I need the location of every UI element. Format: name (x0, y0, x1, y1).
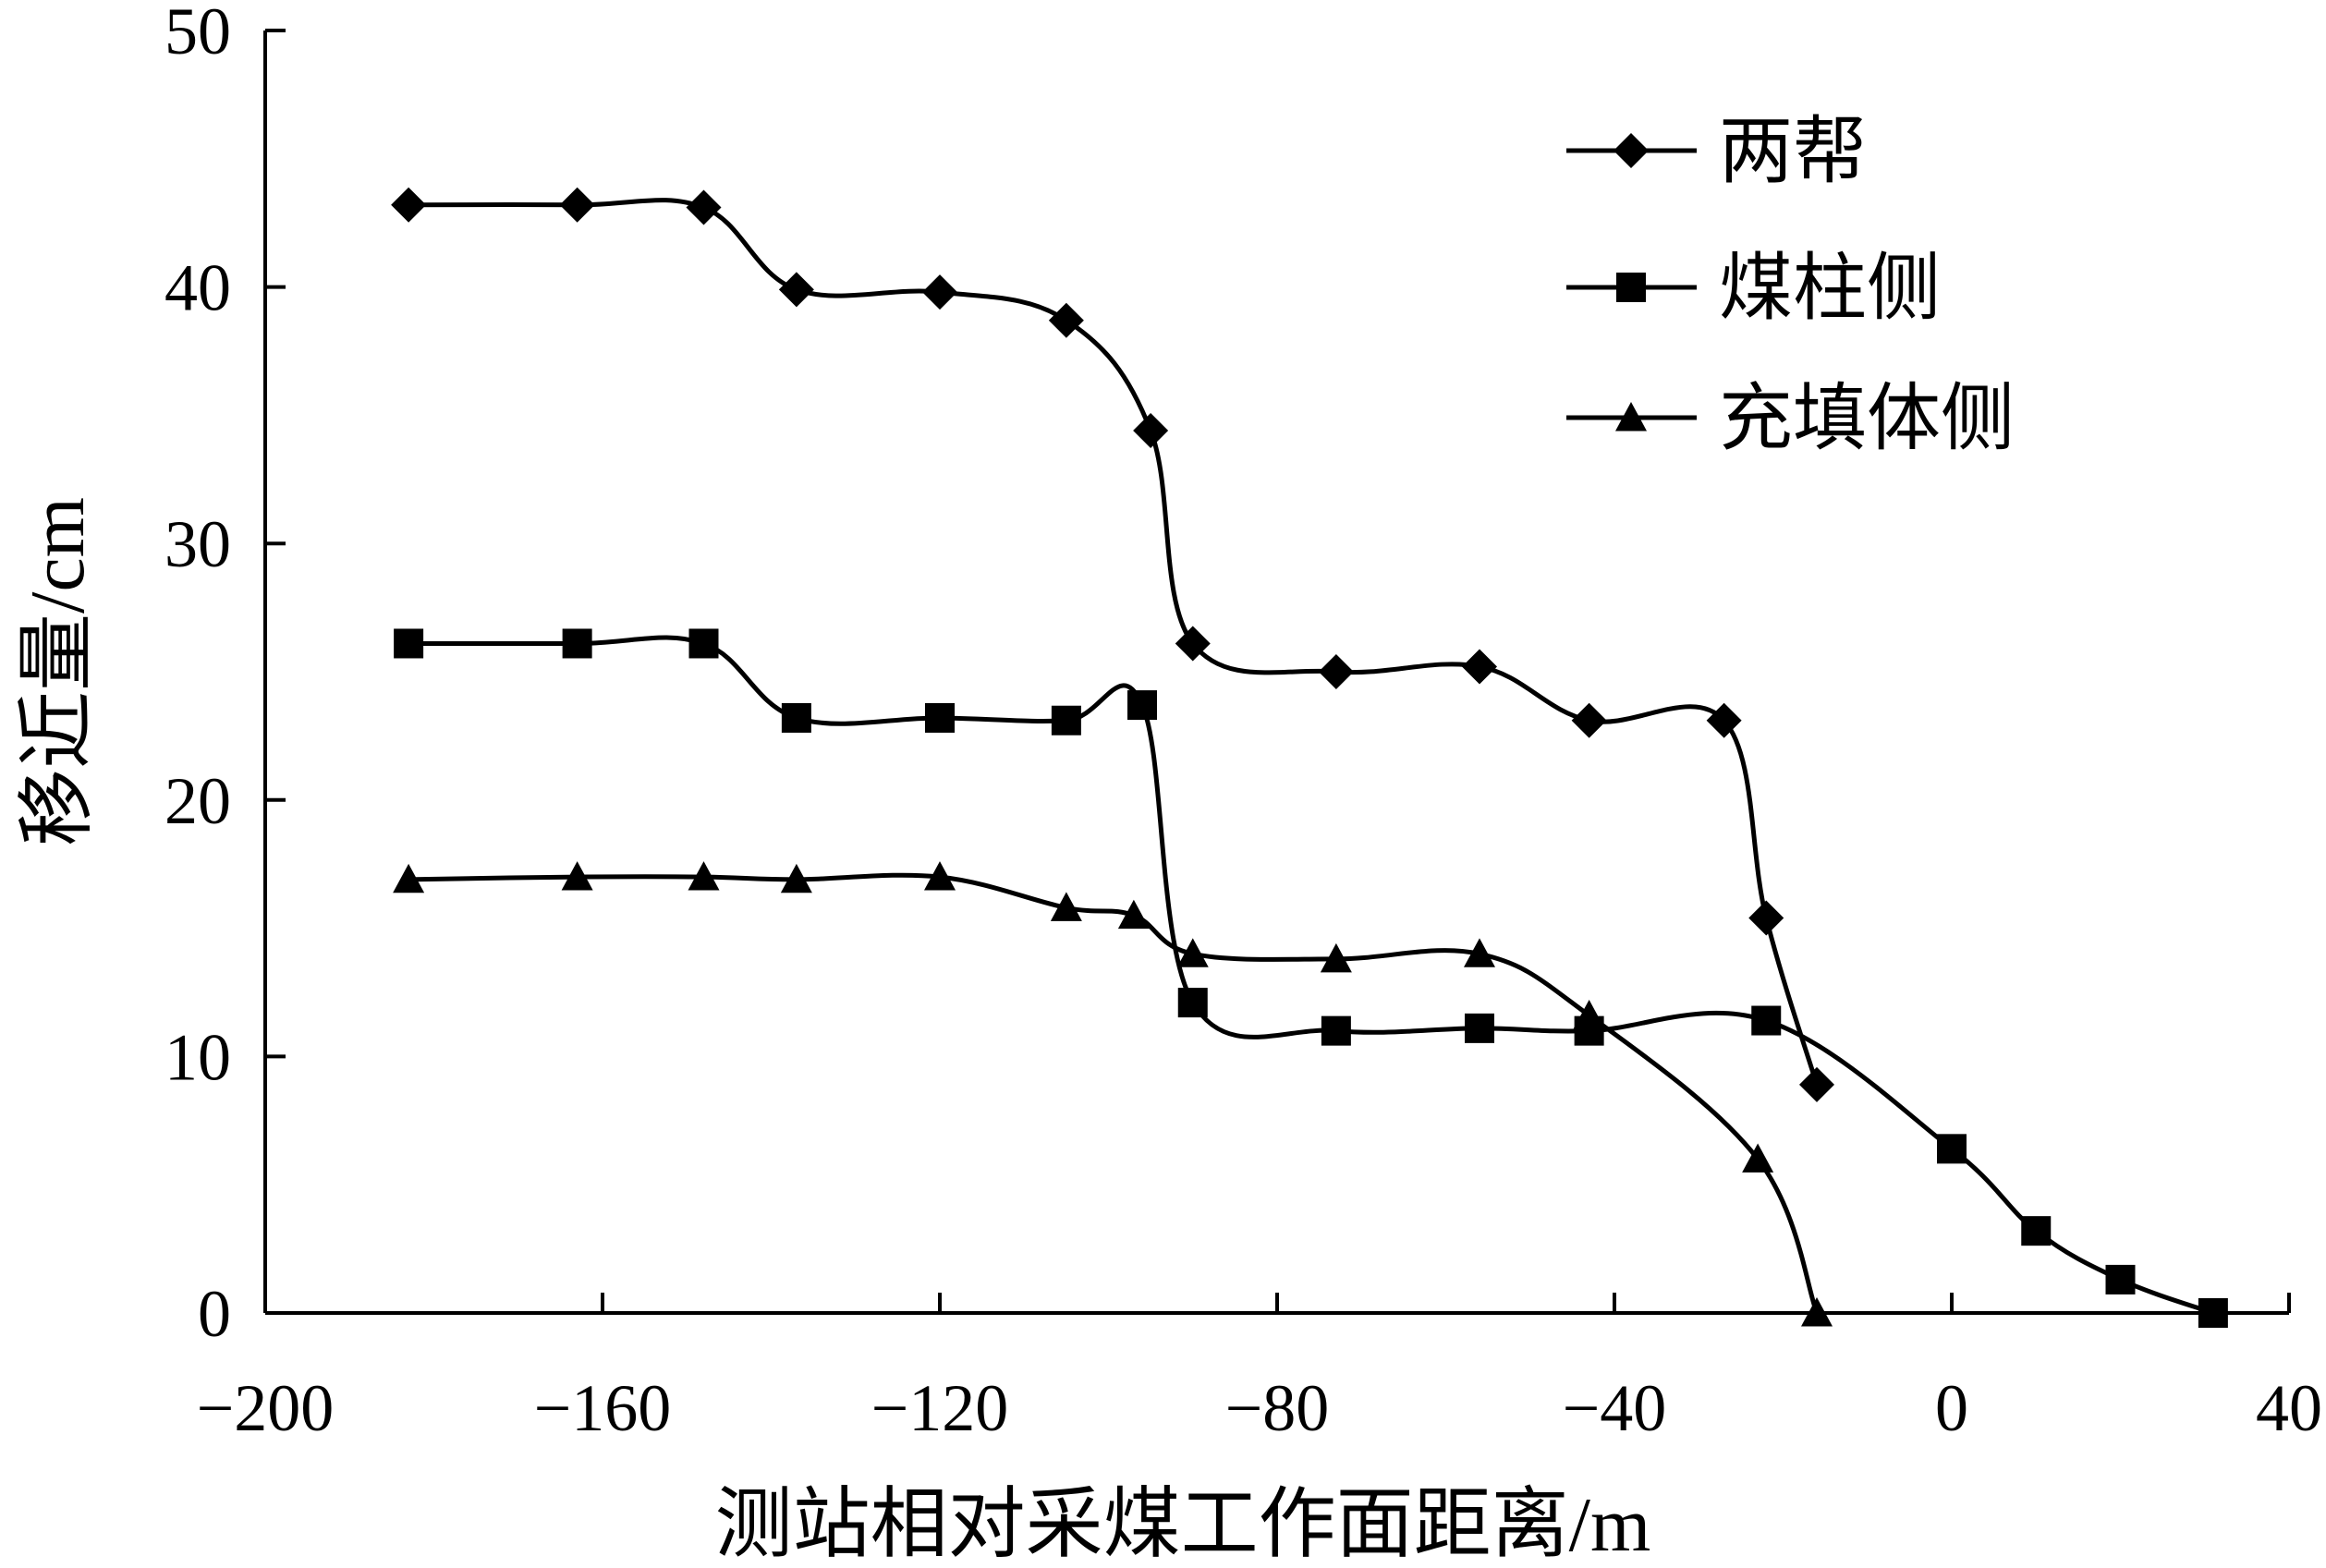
y-axis-title: 移近量/cm (15, 497, 101, 846)
data-point (1048, 302, 1084, 338)
series-group (391, 187, 2228, 1328)
data-point (391, 187, 427, 223)
series-line (408, 635, 2214, 1316)
data-point (561, 861, 593, 891)
legend-marker (1615, 402, 1647, 432)
data-point (1462, 649, 1497, 685)
legend-marker (1614, 133, 1649, 168)
data-point (393, 863, 425, 893)
data-point (1742, 1143, 1774, 1173)
data-point (1127, 690, 1157, 721)
x-tick-label: 40 (2256, 1371, 2322, 1445)
data-point (2021, 1216, 2052, 1246)
data-point (2198, 1298, 2228, 1328)
data-point (1799, 1066, 1834, 1102)
data-point (1748, 900, 1784, 936)
y-tick-label: 40 (164, 251, 231, 325)
data-point (1175, 626, 1211, 662)
data-point (1321, 1015, 1351, 1046)
series-line (408, 872, 1820, 1314)
data-point (1465, 1013, 1494, 1043)
legend-label: 两帮 (1719, 112, 1867, 193)
x-tick-label: −80 (1225, 1371, 1330, 1445)
y-tick-label: 10 (164, 1020, 231, 1094)
legend-label: 煤柱侧 (1719, 249, 1941, 330)
legend-item: 充填体侧 (1566, 379, 2015, 460)
series-1 (391, 187, 1834, 1102)
data-point (925, 702, 955, 733)
y-tick-label: 30 (164, 507, 231, 581)
data-point (1177, 988, 1208, 1018)
series-2 (394, 628, 2228, 1328)
data-point (1318, 654, 1354, 689)
data-point (688, 861, 720, 891)
data-point (1051, 705, 1081, 735)
data-point (1176, 938, 1209, 967)
x-axis-title: 测站相对采煤工作面距离/m (715, 1482, 1651, 1568)
data-point (1464, 938, 1495, 967)
x-tick-label: −40 (1563, 1371, 1667, 1445)
x-tick-label: 0 (1935, 1371, 1968, 1445)
data-point (1801, 1297, 1833, 1327)
legend-label: 充填体侧 (1719, 379, 2015, 460)
x-tick-label: −120 (871, 1371, 1009, 1445)
data-point (1571, 702, 1607, 738)
data-point (2105, 1264, 2136, 1295)
data-point (559, 187, 595, 223)
y-tick-label: 0 (198, 1277, 231, 1351)
data-point (1050, 892, 1082, 921)
x-tick-label: −200 (197, 1371, 335, 1445)
y-tick-label: 50 (164, 0, 231, 68)
data-point (686, 189, 722, 225)
data-point (1133, 413, 1169, 449)
ticks: −200 −160 −120 −80 −40 0 40 0 10 20 30 40 50 (164, 0, 2322, 1445)
data-point (922, 274, 957, 310)
data-point (1320, 942, 1352, 973)
data-point (394, 628, 424, 659)
y-tick-label: 20 (164, 764, 231, 838)
legend-marker (1616, 273, 1646, 302)
data-point (1937, 1134, 1967, 1164)
data-point (1751, 1005, 1782, 1036)
data-point (1117, 899, 1150, 930)
data-point (1573, 999, 1605, 1029)
data-point (781, 702, 811, 733)
legend-item: 煤柱侧 (1566, 249, 1941, 330)
data-point (780, 863, 812, 893)
data-point (778, 272, 814, 308)
data-point (688, 628, 719, 659)
data-point (562, 628, 592, 659)
data-point (1706, 702, 1742, 738)
legend-item: 两帮 (1566, 112, 1867, 193)
series-3 (393, 861, 1833, 1327)
x-tick-label: −160 (534, 1371, 672, 1445)
data-point (924, 861, 956, 891)
